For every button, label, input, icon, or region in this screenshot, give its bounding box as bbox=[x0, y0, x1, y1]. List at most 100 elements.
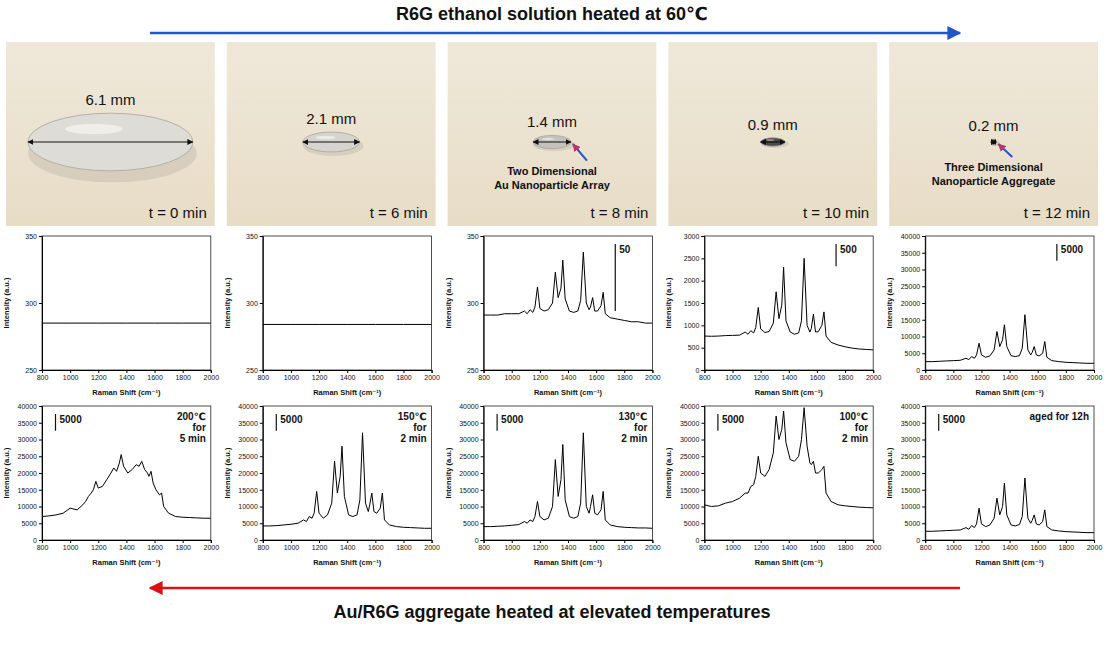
y-tick-label: 30000 bbox=[459, 436, 479, 443]
x-tick: 2000 bbox=[1087, 540, 1103, 551]
x-axis-line bbox=[43, 541, 212, 544]
y-tick-label: 20000 bbox=[901, 470, 921, 477]
x-tick-label: 2000 bbox=[204, 544, 220, 551]
x-tick-mark bbox=[403, 370, 404, 373]
y-tick-label: 350 bbox=[246, 233, 258, 240]
y-tick-label: 35000 bbox=[459, 419, 479, 426]
plot-frame bbox=[484, 236, 653, 370]
y-axis-line bbox=[39, 407, 43, 541]
y-tick-label: 300 bbox=[467, 300, 479, 307]
annotation: 130℃ bbox=[619, 411, 648, 422]
x-tick: 1800 bbox=[175, 370, 191, 381]
y-tick-label: 10000 bbox=[901, 503, 921, 510]
x-tick: 1400 bbox=[340, 370, 356, 381]
scale-bar-label: 500 bbox=[840, 244, 857, 255]
y-tick: 350 bbox=[467, 233, 484, 240]
y-tick: 250 bbox=[467, 367, 484, 374]
y-tick-mark bbox=[39, 490, 42, 491]
y-tick-label: 2500 bbox=[684, 255, 700, 262]
x-axis-title: Raman Shift (cm⁻¹) bbox=[92, 388, 161, 397]
x-tick-label: 1600 bbox=[368, 374, 384, 381]
y-tick-mark bbox=[260, 456, 263, 457]
x-tick-mark bbox=[375, 370, 376, 373]
y-axis-line bbox=[260, 237, 264, 371]
y-tick-label: 15000 bbox=[18, 486, 38, 493]
x-tick-mark bbox=[183, 540, 184, 543]
x-tick-mark bbox=[845, 370, 846, 373]
y-tick-mark bbox=[922, 236, 925, 237]
scale-bar bbox=[615, 244, 616, 311]
x-tick: 1800 bbox=[396, 540, 412, 551]
note-arrow bbox=[998, 144, 1012, 157]
x-tick-mark bbox=[568, 540, 569, 543]
x-axis: 800100012001400160018002000 bbox=[920, 540, 1103, 551]
x-tick: 1200 bbox=[533, 540, 549, 551]
y-tick-mark bbox=[260, 236, 263, 237]
plot-area bbox=[42, 323, 211, 324]
scale-bar bbox=[497, 414, 498, 431]
droplet-highlight bbox=[316, 136, 336, 140]
annotation: 200℃ bbox=[177, 411, 206, 422]
scale-bar bbox=[276, 414, 277, 431]
x-tick-label: 1000 bbox=[504, 544, 520, 551]
annotation: 5 min bbox=[180, 433, 206, 444]
x-tick-mark bbox=[981, 370, 982, 373]
y-tick-mark bbox=[39, 303, 42, 304]
x-tick-label: 1000 bbox=[725, 374, 741, 381]
photo-background bbox=[6, 42, 215, 226]
panel: 800100012001400160018002000250300350Rama… bbox=[2, 233, 219, 397]
y-tick-mark bbox=[701, 325, 704, 326]
y-tick-mark bbox=[701, 523, 704, 524]
x-tick: 1400 bbox=[119, 370, 135, 381]
droplet bbox=[761, 138, 785, 147]
x-tick-mark bbox=[1094, 370, 1095, 373]
x-tick-mark bbox=[624, 370, 625, 373]
y-tick-mark bbox=[39, 423, 42, 424]
x-tick: 2000 bbox=[1087, 370, 1103, 381]
y-tick-mark bbox=[39, 523, 42, 524]
y-tick: 5000 bbox=[463, 520, 484, 527]
x-axis: 800100012001400160018002000 bbox=[37, 540, 220, 551]
x-tick-mark bbox=[761, 540, 762, 543]
header-bottom: Au/R6G aggregate heated at elevated temp… bbox=[333, 602, 770, 622]
y-tick-mark bbox=[701, 406, 704, 407]
panel: 800100012001400160018002000250300350Rama… bbox=[223, 233, 440, 397]
y-tick: 35000 bbox=[901, 419, 925, 426]
x-tick: 1200 bbox=[533, 370, 549, 381]
x-tick: 2000 bbox=[424, 540, 440, 551]
y-axis-title: Intensity (a.u.) bbox=[223, 277, 232, 328]
x-tick-mark bbox=[432, 540, 433, 543]
x-axis-title: Raman Shift (cm⁻¹) bbox=[755, 388, 824, 397]
photo-background bbox=[668, 42, 877, 226]
x-axis-title: Raman Shift (cm⁻¹) bbox=[534, 388, 603, 397]
droplet bbox=[28, 113, 193, 171]
y-axis: 250 300 350 bbox=[467, 233, 484, 374]
y-axis-title: Intensity (a.u.) bbox=[664, 277, 673, 328]
x-axis-line bbox=[43, 371, 212, 374]
y-tick: 20000 bbox=[901, 300, 925, 307]
y-tick-label: 15000 bbox=[459, 486, 479, 493]
x-tick-mark bbox=[126, 540, 127, 543]
annotation: for bbox=[855, 422, 868, 433]
y-tick: 35000 bbox=[901, 249, 925, 256]
y-axis: 050010001500200025003000 bbox=[684, 233, 705, 374]
x-tick-mark bbox=[319, 540, 320, 543]
x-tick: 1600 bbox=[368, 540, 384, 551]
y-tick: 10000 bbox=[459, 503, 483, 510]
y-tick-mark bbox=[39, 473, 42, 474]
x-tick-label: 800 bbox=[478, 544, 490, 551]
x-tick-label: 800 bbox=[478, 374, 490, 381]
y-tick: 40000 bbox=[459, 403, 483, 410]
y-axis-title: Intensity (a.u.) bbox=[2, 447, 11, 498]
y-tick: 10000 bbox=[901, 333, 925, 340]
x-tick: 1600 bbox=[368, 370, 384, 381]
x-axis-line bbox=[926, 541, 1095, 544]
x-tick: 800 bbox=[37, 370, 49, 381]
y-tick-label: 25000 bbox=[459, 453, 479, 460]
y-tick-label: 20000 bbox=[18, 470, 38, 477]
y-axis-line bbox=[481, 407, 485, 541]
header-arrow bbox=[150, 587, 960, 590]
x-tick-label: 2000 bbox=[424, 374, 440, 381]
y-axis-line bbox=[922, 237, 926, 371]
spectrum-line bbox=[42, 455, 211, 519]
